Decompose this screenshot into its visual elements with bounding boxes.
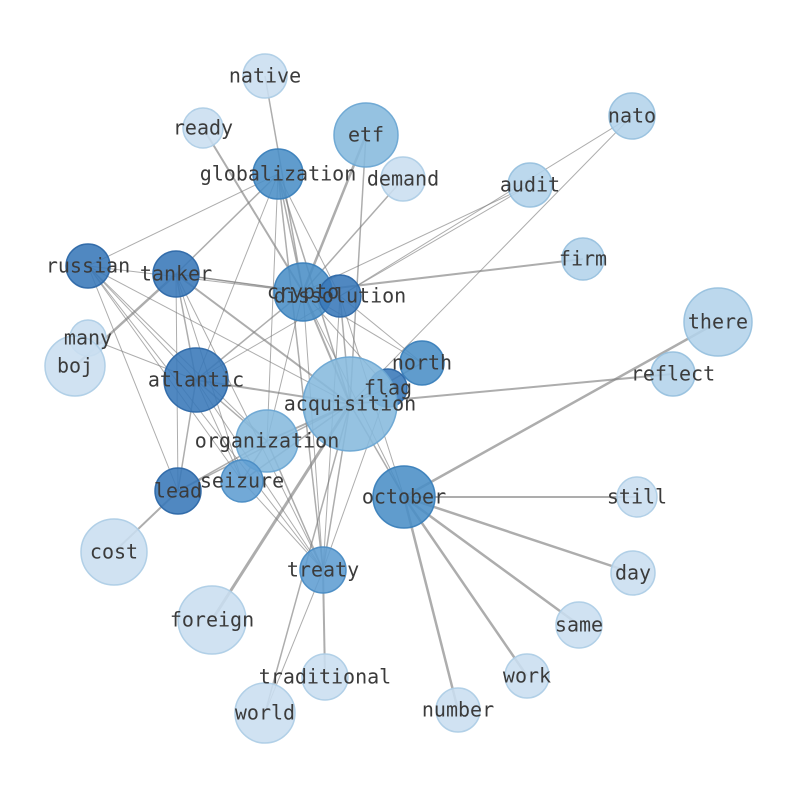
node-reflect	[650, 351, 696, 397]
node-label-day: day	[615, 561, 651, 585]
node-work	[504, 653, 550, 699]
node-label-native: native	[229, 64, 301, 88]
edge-globalization-treaty	[277, 173, 324, 571]
node-label-nato: nato	[608, 104, 656, 128]
node-etf	[333, 102, 399, 168]
node-label-globalization: globalization	[200, 162, 357, 186]
node-label-number: number	[422, 698, 494, 722]
node-firm	[561, 237, 605, 281]
node-october	[372, 465, 436, 529]
node-still	[616, 476, 658, 518]
node-boj	[44, 335, 106, 397]
node-dissolution	[318, 274, 362, 318]
node-label-etf: etf	[348, 123, 384, 147]
node-organization	[235, 409, 299, 473]
edge-ready-crypto	[202, 127, 304, 293]
node-label-dissolution: dissolution	[274, 284, 406, 308]
node-native	[242, 53, 288, 99]
node-label-still: still	[607, 485, 667, 509]
node-label-russian: russian	[46, 254, 130, 278]
node-label-treaty: treaty	[287, 558, 359, 582]
node-acquisition	[302, 356, 398, 452]
node-label-demand: demand	[367, 167, 439, 191]
node-same	[555, 601, 603, 649]
node-label-lead: lead	[154, 479, 202, 503]
edge-globalization-russian	[87, 173, 279, 267]
node-treaty	[299, 546, 347, 594]
node-cost	[80, 518, 148, 586]
node-ready	[182, 107, 224, 149]
node-seizure	[220, 459, 264, 503]
node-label-boj: boj	[57, 354, 93, 378]
node-label-traditional: traditional	[259, 665, 391, 689]
node-label-organization: organization	[195, 429, 340, 453]
edge-october-same	[403, 495, 580, 627]
edge-audit-crypto	[302, 184, 531, 293]
node-label-tanker: tanker	[140, 262, 212, 286]
node-label-there: there	[688, 310, 748, 334]
node-label-seizure: seizure	[200, 469, 284, 493]
edge-russian-treaty	[87, 265, 324, 571]
node-label-acquisition: acquisition	[284, 392, 416, 416]
node-foreign	[177, 585, 247, 655]
node-atlantic	[163, 347, 229, 413]
node-world	[234, 682, 296, 744]
node-label-foreign: foreign	[170, 608, 254, 632]
node-label-same: same	[555, 613, 603, 637]
node-globalization	[252, 148, 304, 200]
node-day	[610, 550, 656, 596]
node-label-flag: flag	[364, 376, 412, 400]
node-label-october: october	[362, 485, 446, 509]
node-demand	[380, 156, 426, 202]
edge-october-day	[403, 495, 634, 575]
edge-october-work	[402, 496, 529, 677]
node-label-reflect: reflect	[631, 362, 715, 386]
node-label-audit: audit	[500, 173, 560, 197]
node-tanker	[152, 250, 200, 298]
node-label-atlantic: atlantic	[148, 368, 244, 392]
node-number	[435, 687, 481, 733]
node-label-north: north	[392, 351, 452, 375]
node-traditional	[301, 653, 349, 701]
nodes-layer	[44, 53, 753, 744]
node-label-many: many	[64, 326, 112, 350]
edge-october-number	[402, 496, 460, 711]
edge-globalization-atlantic	[195, 173, 279, 381]
node-label-work: work	[503, 664, 551, 688]
edge-october-there	[403, 320, 719, 499]
node-russian	[65, 243, 111, 289]
node-label-cost: cost	[90, 540, 138, 564]
node-label-ready: ready	[173, 116, 233, 140]
edge-russian-lead	[87, 265, 179, 492]
node-nato	[608, 92, 656, 140]
node-audit	[507, 162, 553, 208]
edge-nato-acquisition	[349, 115, 633, 405]
node-north	[399, 340, 445, 386]
edge-russian-acquisition	[87, 265, 351, 405]
node-there	[683, 287, 753, 357]
labels-layer: native ready etf globalization demand nato aud…	[46, 64, 748, 725]
node-lead	[154, 467, 202, 515]
node-label-firm: firm	[559, 247, 607, 271]
edge-globalization-organization	[266, 173, 279, 442]
edge-audit-dissolution	[339, 184, 531, 297]
node-label-crypto: crypto	[267, 280, 339, 304]
node-label-world: world	[235, 701, 295, 725]
